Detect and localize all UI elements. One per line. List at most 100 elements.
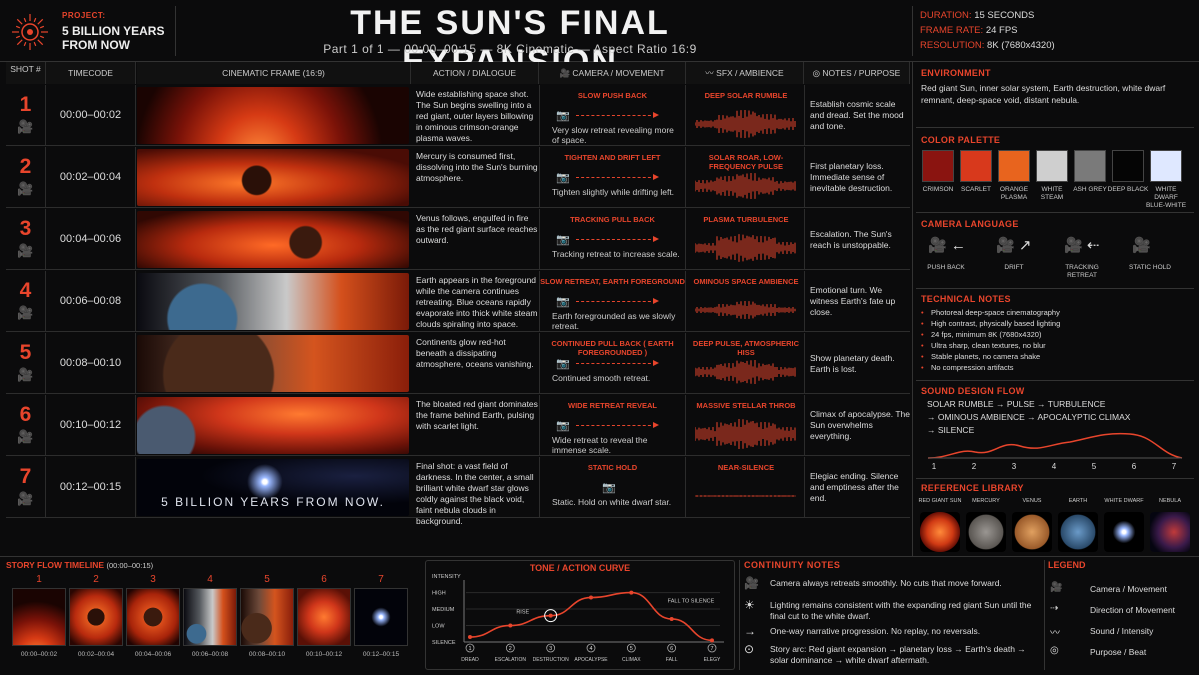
shot-number: 5 [19,341,32,364]
camera-movement-desc: Static. Hold on white dwarf star. [552,497,672,507]
shot-timecode: 00:08–00:10 [46,333,136,394]
shot-action: Mercury is consumed first, dissolving in… [416,151,538,183]
story-flow-heading: STORY FLOW TIMELINE (00:00–00:15) [6,560,154,570]
shot-number-cell: 4 🎥 [6,271,46,332]
continuity-icon: ⊙ [744,642,755,656]
sound-wave-icon [695,234,796,262]
tone-curve-title: TONE / ACTION CURVE [529,563,631,573]
shot-timecode: 00:10–00:12 [46,395,136,456]
tone-level-label: SILENCE [432,640,456,646]
sfx-cell: PLASMA TURBULENCE [687,209,805,270]
palette-label: DEEP BLACK [1107,186,1149,193]
shot-number-cell: 7 🎥 [6,457,46,518]
shot-action: Venus follows, engulfed in fire as the r… [416,213,538,245]
sfx-cell: NEAR-SILENCE [687,457,805,518]
reference-label: RED GIANT SUN [918,498,962,504]
sound-wave-icon [695,495,796,497]
stage-number: 4 [589,646,592,652]
camera-move-label: DRIFT [1004,264,1024,271]
sun-logo-icon [12,14,48,50]
movie-camera-icon: 🎥 [17,367,34,382]
shot-notes: Establish cosmic scale and dread. Set th… [810,99,904,131]
stage-number-ring [707,643,717,653]
shot-row: 1 🎥 00:00–00:02 Wide establishing space sho… [6,85,910,146]
camera-movement-desc: Very slow retreat revealing more of spac… [552,125,674,145]
stage-number-ring [586,643,596,653]
shot-action: Continents glow red-hot beneath a dissip… [416,337,534,369]
tone-level-label: HIGH [432,591,446,597]
sound-flow-tick: 7 [1172,462,1177,471]
tone-curve-point [508,623,513,628]
stage-number: 2 [509,646,512,652]
sound-flow-line2: → OMINOUS AMBIENCE → APOCALYPTIC CLIMAX [927,412,1131,422]
shot-row: 3 🎥 00:04–00:06 Venus follows, engulfed in … [6,209,910,270]
palette-label: ASH GREY [1073,186,1107,193]
sfx-label: SOLAR ROAR, LOW-FREQUENCY PULSE [708,153,784,171]
sfx-cell: OMINOUS SPACE AMBIENCE [687,271,805,332]
tone-curve-panel [425,560,735,670]
stage-number-ring [667,643,677,653]
story-frame-timecode: 00:06–00:08 [191,651,229,658]
cinematic-frame [137,273,409,330]
col-frame: CINEMATIC FRAME (16:9) [137,62,411,84]
stage-number-ring [465,643,475,653]
continuity-icon: 🎥 [744,576,759,590]
camera-icon: 📷 [556,420,570,432]
movie-camera-icon: 🎥 [17,429,34,444]
reference-label: NEBULA [1158,498,1181,504]
sound-flow-heading: SOUND DESIGN FLOW [921,386,1025,396]
palette-label: WHITE DWARF BLUE-WHITE [1145,186,1187,209]
cinematic-frame [137,149,409,206]
shot-number-cell: 6 🎥 [6,395,46,456]
sound-wave-icon [695,419,796,449]
project-label: PROJECT: [62,11,106,20]
shot-number: 7 [19,465,32,488]
technical-note: Stable planets, no camera shake [921,351,1191,362]
continuity-heading: CONTINUITY NOTES [744,560,841,570]
tone-level-label: LOW [432,624,445,630]
shot-timecode: 00:06–00:08 [46,271,136,332]
movie-camera-icon: 🎥 [17,119,34,134]
camera-move-icon: 🎥 ↗ [996,237,1032,254]
sound-wave-icon [695,173,796,199]
legend-icon: 🎥 [1050,582,1063,593]
camera-movement-cell: TIGHTEN AND DRIFT LEFT 📷 Tighten slightly … [539,147,686,208]
sfx-label: MASSIVE STELLAR THROB [696,401,796,410]
camera-move-icon: 🎥 ← [928,237,966,254]
environment-heading: ENVIRONMENT [921,68,991,78]
palette-label: CRIMSON [922,186,954,193]
sfx-cell: SOLAR ROAR, LOW-FREQUENCY PULSE [687,147,805,208]
shot-notes: Show planetary death. Earth is lost. [810,352,895,374]
shot-row: 5 🎥 00:08–00:10 Continents glow red-hot ben… [6,333,910,394]
col-shot: SHOT # [6,62,46,84]
tone-level-label: MEDIUM [432,607,455,613]
technical-note: Photoreal deep-space cinematography [921,307,1191,318]
palette-label: ORANGE PLASMA [999,186,1029,201]
camera-movement-desc: Continued smooth retreat. [552,373,651,383]
shot-row: 4 🎥 00:06–00:08 Earth appears in the foregr… [6,271,910,332]
stage-label: FALL [666,657,678,663]
camera-movement-cell: CONTINUED PULL BACK ( EARTH FOREGROUNDED… [539,333,686,394]
story-frame-number: 3 [150,574,156,585]
shot-row: 7 🎥 00:12–00:15 5 BILLION YEARS FROM NOW. Fi… [6,457,910,526]
shot-row: 6 🎥 00:10–00:12 The bloated red giant domin… [6,395,910,456]
sound-flow-line1: SOLAR RUMBLE → PULSE → TURBULENCE [927,399,1106,409]
camera-movement-label: SLOW PUSH BACK [577,91,648,100]
camera-movement-desc: Tighten slightly while drifting left. [552,187,675,197]
technical-heading: TECHNICAL NOTES [921,294,1011,304]
shot-number-cell: 5 🎥 [6,333,46,394]
story-frame-thumb [297,588,351,646]
project-value: 5 BILLION YEARS FROM NOW [62,24,165,52]
continuity-note: Camera always retreats smoothly. No cuts… [770,578,1002,588]
movie-camera-icon: 🎥 [17,243,34,258]
legend-item: Camera / Movement [1090,584,1167,594]
continuity-note: One-way narrative progression. No replay… [770,626,981,636]
palette-swatch [922,150,954,182]
shot-notes: Emotional turn. We witness Earth's fate … [810,285,896,317]
reference-label: VENUS [1022,498,1042,504]
camera-icon: 📷 [556,296,570,308]
shot-notes: First planetary loss. Immediate sense of… [810,161,893,193]
camera-movement-label: STATIC HOLD [587,463,638,472]
col-notes: ◎ NOTES / PURPOSE [804,62,910,84]
movement-arrow-icon [576,422,659,428]
